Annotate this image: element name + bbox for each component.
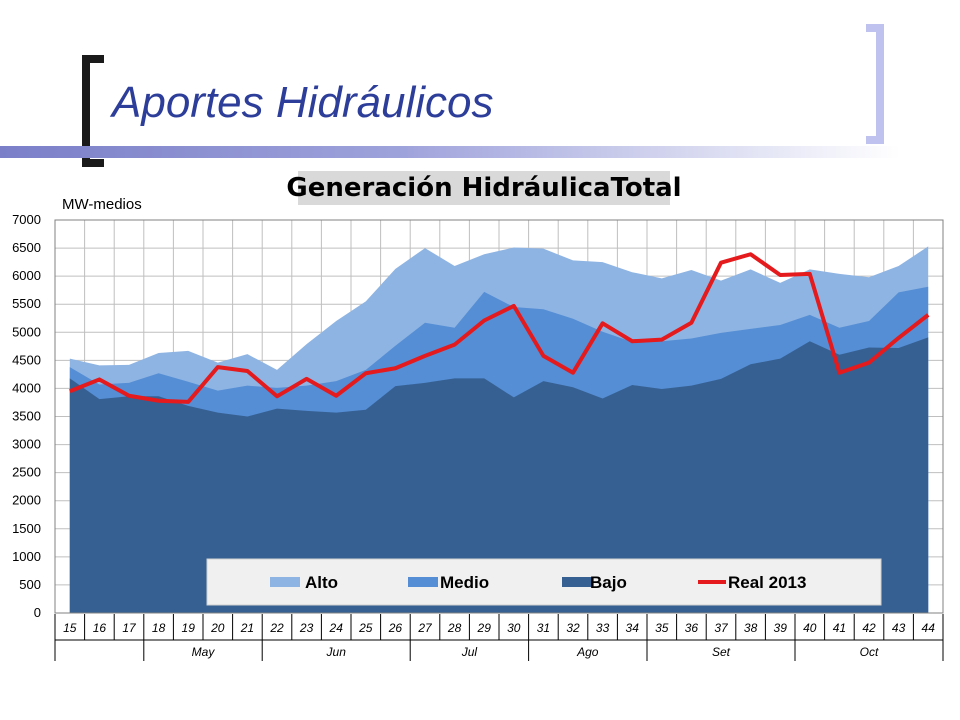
month-label: May	[192, 645, 216, 659]
x-tick-label: 17	[122, 621, 137, 635]
right-bracket-decoration	[876, 24, 884, 144]
x-tick-label: 28	[447, 621, 462, 635]
y-tick-label: 3000	[12, 437, 41, 452]
x-tick-label: 27	[417, 621, 433, 635]
month-label: Ago	[576, 645, 599, 659]
x-tick-label: 25	[358, 621, 373, 635]
month-label: Set	[712, 645, 731, 659]
y-axis-unit-label: MW-medios	[62, 196, 142, 213]
legend-swatch-bajo	[562, 577, 592, 587]
x-tick-label: 36	[685, 621, 699, 635]
legend-swatch-medio	[408, 577, 438, 587]
y-tick-label: 1000	[12, 549, 41, 564]
x-tick-label: 19	[182, 621, 196, 635]
legend-swatch-alto	[270, 577, 300, 587]
legend-label: Medio	[440, 573, 489, 592]
chart-title-box: Generación HidráulicaTotal	[286, 171, 682, 205]
title-underline-bar	[0, 146, 900, 158]
line-real-2013	[69, 252, 930, 404]
y-tick-label: 6500	[12, 240, 41, 255]
right-bracket-bottom-decoration	[866, 136, 884, 144]
y-tick-label: 5500	[12, 296, 41, 311]
x-tick-label: 22	[269, 621, 284, 635]
x-tick-label: 18	[152, 621, 166, 635]
x-tick-label: 15	[63, 621, 77, 635]
left-bracket-bottom-decoration	[82, 159, 104, 167]
y-tick-label: 0	[34, 605, 41, 620]
legend-label: Bajo	[590, 573, 627, 592]
legend-label: Alto	[305, 573, 338, 592]
y-tick-label: 3500	[12, 409, 41, 424]
y-tick-label: 2000	[12, 493, 41, 508]
y-tick-label: 500	[19, 577, 41, 592]
x-tick-label: 33	[596, 621, 610, 635]
x-tick-label: 31	[537, 621, 550, 635]
x-tick-label: 40	[803, 621, 817, 635]
x-tick-label: 32	[566, 621, 580, 635]
plot-border	[54, 219, 944, 614]
y-tick-label: 5000	[12, 324, 41, 339]
x-tick-label: 23	[299, 621, 314, 635]
y-tick-label: 2500	[12, 465, 41, 480]
x-tick-label: 24	[329, 621, 344, 635]
x-tick-label: 44	[922, 621, 936, 635]
right-bracket-top-decoration	[866, 24, 884, 32]
x-tick-label: 35	[655, 621, 669, 635]
left-bracket-top-decoration	[82, 55, 104, 63]
y-tick-label: 7000	[12, 212, 41, 227]
x-tick-label: 38	[744, 621, 758, 635]
x-tick-label: 26	[388, 621, 403, 635]
month-label: Jul	[461, 645, 478, 659]
x-tick-label: 43	[892, 621, 906, 635]
y-tick-label: 1500	[12, 521, 41, 536]
y-tick-label: 4000	[12, 380, 41, 395]
x-tick-label: 20	[210, 621, 225, 635]
x-tick-label: 21	[240, 621, 254, 635]
x-tick-label: 34	[626, 621, 640, 635]
x-tick-label: 29	[477, 621, 492, 635]
x-tick-label: 37	[714, 621, 729, 635]
legend-label: Real 2013	[728, 573, 806, 592]
slide-title: Aportes Hidráulicos	[112, 78, 494, 127]
y-tick-label: 6000	[12, 268, 41, 283]
legend-box	[206, 558, 882, 606]
area-bajo	[69, 337, 929, 613]
x-tick-label: 39	[774, 621, 788, 635]
x-tick-label: 42	[862, 621, 876, 635]
month-label: Jun	[326, 645, 347, 659]
month-label: Oct	[860, 645, 879, 659]
y-tick-label: 4500	[12, 352, 41, 367]
chart-title: Generación HidráulicaTotal	[286, 173, 682, 203]
left-bracket-decoration	[82, 55, 90, 167]
x-tick-label: 16	[93, 621, 107, 635]
x-tick-label: 30	[507, 621, 521, 635]
x-tick-label: 41	[833, 621, 846, 635]
